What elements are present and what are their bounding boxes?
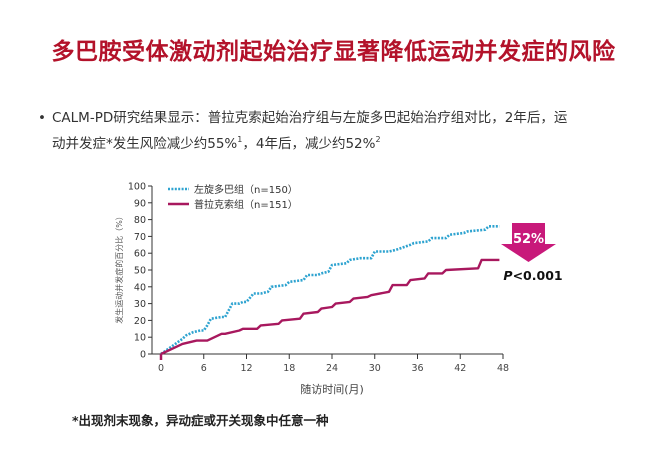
y-tick-label: 20 (134, 316, 146, 327)
y-tick-label: 0 (140, 350, 146, 361)
legend: 左旋多巴组（n=150） 普拉克索组（n=151） (168, 183, 298, 211)
slide-title: 多巴胺受体激动剂起始治疗显著降低运动并发症的风险 (51, 39, 616, 65)
y-tick-label: 100 (128, 182, 146, 193)
legend-label-levodopa: 左旋多巴组（n=150） (194, 183, 298, 196)
bullet-point: • CALM-PD研究结果显示：普拉克索起始治疗组与左旋多巴起始治疗组对比，2年… (38, 107, 628, 155)
bullet-line-2a: 动并发症*发生风险减少约55% (52, 136, 238, 152)
x-tick-label: 6 (201, 363, 207, 374)
x-tick-label: 48 (497, 363, 509, 374)
footnote: *出现剂末现象，异动症或开关现象中任意一种 (72, 413, 329, 428)
citation-2: 2 (375, 135, 381, 144)
x-tick-label: 42 (454, 363, 466, 374)
x-axis: 0 6 12 18 24 30 36 42 48 (148, 353, 509, 374)
levodopa-curve (160, 225, 500, 356)
pramipexole-curve (160, 258, 500, 356)
y-axis-label: 发生运动并发症的百分比（%） (114, 212, 124, 324)
y-tick-label: 70 (134, 232, 146, 243)
legend-label-pramipexole: 普拉克索组（n=151） (194, 198, 298, 211)
y-axis: 0 10 20 30 40 50 60 70 80 90 100 (128, 182, 153, 361)
x-tick-label: 12 (240, 363, 252, 374)
y-tick-label: 30 (134, 299, 146, 310)
series-layer (160, 225, 500, 356)
x-tick-label: 0 (158, 363, 164, 374)
y-tick-label: 10 (134, 333, 146, 344)
y-tick-label: 50 (134, 266, 146, 277)
bullet-text: CALM-PD研究结果显示：普拉克索起始治疗组与左旋多巴起始治疗组对比，2年后，… (52, 107, 628, 155)
bullet-line-1: CALM-PD研究结果显示：普拉克索起始治疗组与左旋多巴起始治疗组对比，2年后，… (52, 110, 568, 126)
citation-1: 1 (237, 135, 243, 144)
y-tick-label: 80 (134, 215, 146, 226)
x-tick-label: 30 (369, 363, 381, 374)
p-value: P<0.001 (503, 268, 562, 283)
x-axis-label: 随访时间(月) (300, 382, 364, 396)
bullet-marker: • (38, 110, 46, 126)
y-tick-label: 40 (134, 282, 146, 293)
x-tick-label: 36 (411, 363, 423, 374)
bullet-line-2b: ，4年后，减少约52% (242, 136, 376, 152)
reduction-label: 52% (513, 232, 544, 247)
reduction-annotation: 52% P<0.001 (501, 223, 563, 283)
y-tick-label: 90 (134, 198, 146, 209)
y-tick-label: 60 (134, 249, 146, 260)
down-arrow-icon (501, 223, 556, 262)
x-tick-label: 18 (283, 363, 295, 374)
x-tick-label: 24 (326, 363, 338, 374)
